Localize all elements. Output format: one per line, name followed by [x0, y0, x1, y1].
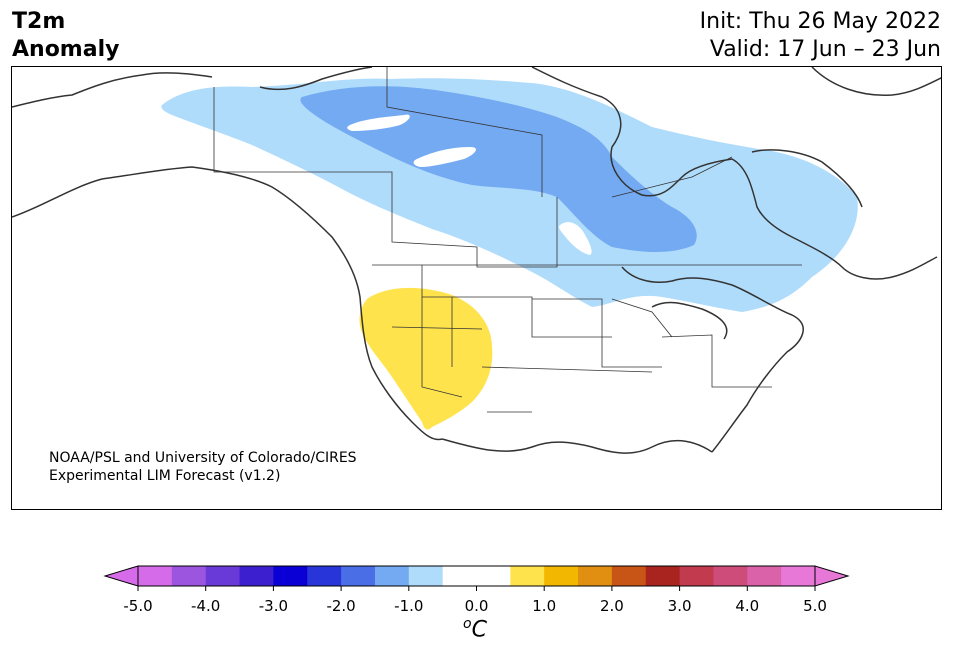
valid-range: Valid: 17 Jun – 23 Jun — [709, 37, 941, 62]
colorbar-segment — [713, 566, 748, 586]
credit-line-1: NOAA/PSL and University of Colorado/CIRE… — [49, 450, 357, 466]
colorbar-tick-label: 4.0 — [735, 597, 760, 615]
colorbar-extend-low — [103, 565, 139, 587]
colorbar-segments — [103, 565, 850, 591]
colorbar-tick-label: -5.0 — [123, 597, 153, 615]
colorbar-tick-label: -4.0 — [191, 597, 221, 615]
great-bear-lake — [347, 114, 410, 131]
map-canvas — [12, 67, 941, 454]
colorbar-tick-label: 5.0 — [803, 597, 827, 615]
borders — [213, 67, 802, 413]
unit-degree: o — [463, 616, 472, 632]
colorbar-unit: oC — [463, 616, 487, 642]
light-blue-anomaly-region — [161, 78, 858, 312]
title-line-2: Anomaly — [12, 37, 120, 62]
colorbar-tick-label: -3.0 — [258, 597, 289, 615]
colorbar-tick-label: -1.0 — [394, 597, 424, 615]
colorbar-segment — [510, 566, 545, 586]
lake-winnipeg — [559, 222, 592, 255]
credit-line-2: Experimental LIM Forecast (v1.2) — [49, 468, 281, 484]
colorbar-segment — [544, 566, 579, 586]
unit-letter: C — [471, 617, 487, 643]
forecast-dates: Init: Thu 26 May 2022 Valid: 17 Jun – 23… — [700, 8, 941, 64]
colorbar-tick-label: 2.0 — [599, 597, 624, 615]
init-date: Init: Thu 26 May 2022 — [699, 9, 941, 34]
colorbar-tick-label: 0.0 — [464, 597, 489, 615]
colorbar-segment — [679, 566, 714, 586]
colorbar-segment — [578, 566, 613, 586]
great-slave-lake — [413, 147, 477, 167]
colorbar-tick-label: 1.0 — [532, 597, 557, 615]
anomaly-map — [11, 66, 942, 510]
colorbar-segment — [374, 566, 410, 586]
coastlines — [12, 67, 941, 454]
colorbar-segment — [171, 566, 207, 586]
colorbar-segment — [408, 566, 444, 586]
colorbar-segment — [645, 566, 681, 586]
colorbar-segment — [611, 566, 647, 586]
colorbar-tick-label: 3.0 — [667, 597, 692, 615]
colorbar-segment — [781, 566, 816, 586]
yellow-anomaly-region — [359, 287, 493, 430]
colorbar-segment — [747, 566, 782, 586]
title-line-1: T2m — [12, 9, 66, 34]
colorbar-segment — [442, 566, 477, 586]
colorbar-segment — [273, 566, 308, 586]
colorbar-tick-label: -2.0 — [326, 597, 356, 615]
colorbar-segment — [476, 566, 511, 586]
colorbar-segment — [138, 566, 173, 586]
colorbar-extend-high — [814, 565, 850, 587]
colorbar-segment — [239, 566, 274, 586]
colorbar-segment — [341, 566, 376, 586]
colorbar — [103, 565, 850, 591]
colorbar-segment — [205, 566, 241, 586]
credit-text: NOAA/PSL and University of Colorado/CIRE… — [49, 449, 357, 485]
mid-blue-anomaly-region — [300, 86, 697, 252]
map-title: T2m Anomaly — [12, 8, 119, 64]
colorbar-segment — [307, 566, 342, 586]
